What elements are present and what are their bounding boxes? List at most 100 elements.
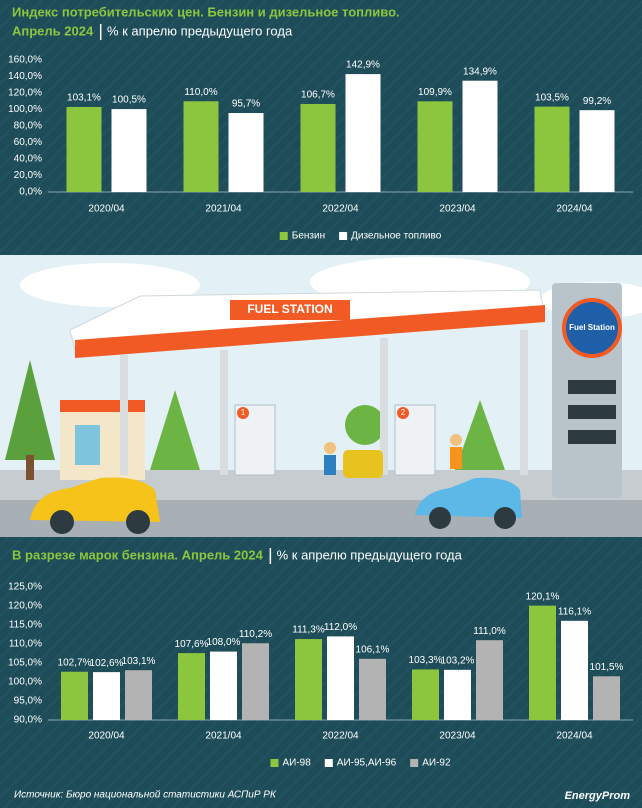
pump-number: 2 bbox=[401, 408, 406, 417]
value-label: 95,7% bbox=[232, 99, 260, 110]
title: В разрезе марок бензина. Апрель 2024 bbox=[12, 547, 264, 562]
title: Индекс потребительских цен. Бензин и диз… bbox=[12, 4, 400, 19]
legend-swatch bbox=[324, 759, 333, 767]
x-tick-label: 2022/04 bbox=[322, 731, 359, 742]
bar bbox=[534, 106, 570, 192]
separator bbox=[269, 548, 272, 564]
bar bbox=[111, 109, 147, 192]
unit-note: % к апрелю предыдущего года bbox=[277, 547, 463, 562]
bar bbox=[529, 605, 556, 720]
illustration: FUEL STATION 1 2 Fuel Station bbox=[0, 255, 642, 537]
value-label: 102,7% bbox=[58, 657, 92, 668]
bar bbox=[359, 658, 386, 720]
y-tick-label: 0,0% bbox=[19, 187, 42, 198]
x-tick-label: 2021/04 bbox=[205, 731, 242, 742]
x-tick-label: 2024/04 bbox=[556, 731, 593, 742]
x-tick-label: 2023/04 bbox=[439, 204, 476, 215]
legend-label: АИ-92 bbox=[422, 758, 451, 769]
y-tick-label: 20,0% bbox=[14, 170, 42, 181]
value-label: 103,2% bbox=[441, 655, 475, 666]
logo: EnergyProm bbox=[565, 790, 631, 802]
bar bbox=[327, 636, 354, 720]
y-tick-label: 120,0% bbox=[8, 88, 42, 99]
value-label: 120,1% bbox=[526, 591, 560, 602]
value-label: 111,3% bbox=[292, 625, 325, 636]
value-label: 112,0% bbox=[324, 622, 357, 633]
bar bbox=[228, 113, 264, 192]
y-tick-label: 100,0% bbox=[8, 104, 42, 115]
y-tick-label: 80,0% bbox=[14, 121, 42, 132]
y-tick-label: 140,0% bbox=[8, 71, 42, 82]
value-label: 100,5% bbox=[112, 95, 146, 106]
y-tick-label: 120,0% bbox=[8, 601, 42, 612]
x-tick-label: 2020/04 bbox=[88, 731, 125, 742]
x-tick-label: 2022/04 bbox=[322, 204, 359, 215]
bar bbox=[444, 669, 471, 720]
bar bbox=[242, 643, 269, 720]
legend-swatch bbox=[279, 232, 288, 240]
value-label: 103,1% bbox=[122, 656, 156, 667]
value-label: 110,0% bbox=[184, 87, 217, 98]
x-tick-label: 2020/04 bbox=[88, 204, 125, 215]
bar bbox=[462, 80, 498, 192]
value-label: 110,2% bbox=[239, 629, 272, 640]
value-label: 103,3% bbox=[409, 655, 443, 666]
legend-swatch bbox=[410, 759, 419, 767]
value-label: 101,5% bbox=[590, 662, 624, 673]
value-label: 102,6% bbox=[90, 658, 124, 669]
y-tick-label: 105,0% bbox=[8, 658, 42, 669]
bar bbox=[300, 103, 336, 192]
bar bbox=[93, 672, 120, 720]
y-tick-label: 110,0% bbox=[9, 639, 42, 650]
legend-label: АИ-98 bbox=[282, 758, 311, 769]
y-tick-label: 160,0% bbox=[8, 55, 42, 66]
value-label: 109,9% bbox=[418, 87, 452, 98]
bar bbox=[345, 74, 381, 192]
legend-swatch bbox=[339, 232, 348, 240]
value-label: 103,1% bbox=[67, 93, 101, 104]
unit-note: % к апрелю предыдущего года bbox=[107, 23, 293, 38]
bar bbox=[579, 110, 615, 192]
y-tick-label: 40,0% bbox=[14, 154, 42, 165]
pump-number: 1 bbox=[241, 408, 246, 417]
bar bbox=[476, 640, 503, 720]
value-label: 106,1% bbox=[356, 644, 390, 655]
legend-label: Бензин bbox=[292, 231, 325, 242]
y-tick-label: 115,0% bbox=[9, 620, 42, 631]
bar bbox=[593, 676, 620, 720]
tower-sign: Fuel Station bbox=[569, 323, 615, 332]
value-label: 107,6% bbox=[175, 639, 209, 650]
y-tick-label: 95,0% bbox=[14, 696, 42, 707]
legend-label: АИ-95,АИ-96 bbox=[337, 758, 397, 769]
bar bbox=[178, 653, 205, 720]
x-tick-label: 2024/04 bbox=[556, 204, 593, 215]
bar bbox=[61, 671, 88, 720]
bar bbox=[66, 106, 102, 192]
x-tick-label: 2023/04 bbox=[439, 731, 476, 742]
bar bbox=[412, 669, 439, 720]
legend-label: Дизельное топливо bbox=[351, 231, 442, 242]
value-label: 116,1% bbox=[558, 606, 591, 617]
canopy-sign: FUEL STATION bbox=[247, 302, 332, 316]
y-tick-label: 90,0% bbox=[14, 715, 42, 726]
y-tick-label: 125,0% bbox=[8, 582, 42, 593]
value-label: 134,9% bbox=[463, 66, 497, 77]
y-tick-label: 100,0% bbox=[8, 677, 42, 688]
value-label: 99,2% bbox=[583, 96, 611, 107]
bar bbox=[561, 620, 588, 720]
value-label: 111,0% bbox=[473, 626, 506, 637]
separator bbox=[99, 24, 102, 40]
legend-swatch bbox=[270, 759, 279, 767]
source: Источник: Бюро национальной статистики А… bbox=[14, 790, 277, 801]
bar bbox=[210, 651, 237, 720]
value-label: 106,7% bbox=[301, 90, 335, 101]
bar bbox=[125, 670, 152, 720]
bar bbox=[417, 101, 453, 192]
bar bbox=[183, 101, 219, 192]
y-tick-label: 60,0% bbox=[14, 137, 42, 148]
value-label: 108,0% bbox=[207, 637, 241, 648]
subtitle: Апрель 2024 bbox=[12, 23, 94, 38]
value-label: 103,5% bbox=[535, 92, 569, 103]
x-tick-label: 2021/04 bbox=[205, 204, 242, 215]
value-label: 142,9% bbox=[346, 60, 380, 71]
